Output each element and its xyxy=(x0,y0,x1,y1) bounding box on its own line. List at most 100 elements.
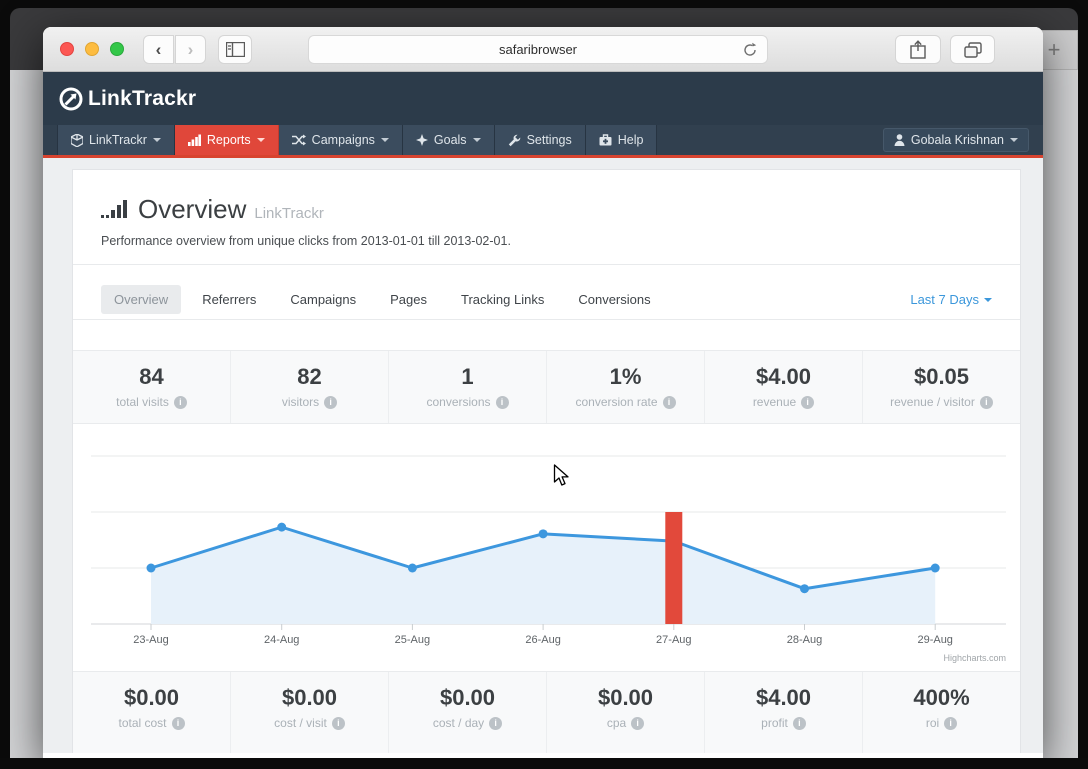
minimize-traffic-light[interactable] xyxy=(85,42,99,56)
address-bar[interactable]: safaribrowser xyxy=(308,35,768,64)
share-icon xyxy=(910,40,926,59)
chart-x-label: 23-Aug xyxy=(133,634,168,646)
info-icon[interactable]: i xyxy=(324,395,338,409)
stat-cell: 1 conversions i xyxy=(388,351,546,423)
stat-value: 1% xyxy=(609,364,642,389)
chevron-down-icon xyxy=(380,138,389,142)
address-bar-text: safaribrowser xyxy=(498,42,578,57)
close-traffic-light[interactable] xyxy=(60,42,74,56)
forward-button[interactable]: › xyxy=(175,35,206,64)
stat-value: 400% xyxy=(913,685,970,710)
linktrackr-logo-icon xyxy=(59,87,83,110)
tab-conversions[interactable]: Conversions xyxy=(578,292,651,307)
stat-cell: 1% conversion rate i xyxy=(546,351,704,423)
info-icon[interactable]: i xyxy=(631,716,645,730)
chart-annotation-bar xyxy=(665,512,683,624)
stat-label: revenue i xyxy=(705,395,862,409)
info-icon[interactable]: i xyxy=(979,395,993,409)
stat-label: roi i xyxy=(863,716,1020,730)
page-title-brand: LinkTrackr xyxy=(254,205,324,222)
tabs-icon xyxy=(963,41,982,58)
plus-icon: + xyxy=(1047,37,1061,62)
chart-canvas: 23-Aug 24-Aug 25-Aug 26-Aug 27-Aug 28-Aug 29-A… xyxy=(91,455,1006,646)
nav-label: Help xyxy=(617,133,644,147)
stat-cell: 84 total visits i xyxy=(73,351,230,423)
info-icon[interactable]: i xyxy=(171,716,185,730)
info-icon[interactable]: i xyxy=(495,395,509,409)
medkit-icon xyxy=(599,134,612,146)
user-menu[interactable]: Gobala Krishnan xyxy=(882,128,1029,152)
chart-marker[interactable] xyxy=(538,529,548,539)
info-icon[interactable]: i xyxy=(801,395,815,409)
stat-cell: $0.00 cost / day i xyxy=(388,672,546,753)
stat-label: profit i xyxy=(705,716,862,730)
info-icon[interactable]: i xyxy=(489,716,503,730)
chart-marker[interactable] xyxy=(800,584,809,594)
sidebar-button[interactable] xyxy=(218,35,252,64)
tab-overview-button[interactable] xyxy=(950,35,995,64)
overview-card: Overview LinkTrackr Performance overview… xyxy=(72,169,1021,753)
tab-tracking-links[interactable]: Tracking Links xyxy=(461,292,545,307)
tab-campaigns[interactable]: Campaigns xyxy=(290,292,357,307)
info-icon[interactable]: i xyxy=(792,716,806,730)
nav-item-goals[interactable]: Goals xyxy=(402,125,495,155)
zoom-traffic-light[interactable] xyxy=(110,42,124,56)
stat-value: $0.00 xyxy=(597,685,654,710)
nav-item-campaigns[interactable]: Campaigns xyxy=(278,125,403,155)
bar-chart-icon xyxy=(187,134,201,146)
chart-marker[interactable] xyxy=(407,563,417,573)
stat-value: $4.00 xyxy=(755,685,812,710)
refresh-button[interactable] xyxy=(742,42,758,61)
main-navbar: LinkTrackr Reports Campaigns xyxy=(43,125,1043,158)
highcharts-credit[interactable]: Highcharts.com xyxy=(943,653,1006,663)
shuffle-icon xyxy=(291,134,306,146)
page-subtitle: Performance overview from unique clicks … xyxy=(101,234,511,248)
chevron-down-icon xyxy=(984,297,992,302)
stat-cell: $0.00 cost / visit i xyxy=(230,672,388,753)
chart-marker[interactable] xyxy=(930,563,940,573)
stat-label: total visits i xyxy=(73,395,230,409)
stat-value: 1 xyxy=(461,364,474,389)
nav-item-linktrackr[interactable]: LinkTrackr xyxy=(57,125,175,155)
sidebar-icon xyxy=(225,42,245,57)
stat-value: $0.00 xyxy=(281,685,338,710)
chart-x-label: 25-Aug xyxy=(395,634,430,646)
linktrackr-logo[interactable]: LinkTrackr xyxy=(58,86,196,112)
nav-label: Goals xyxy=(433,133,467,147)
mouse-cursor xyxy=(553,464,569,486)
goal-star-icon xyxy=(415,134,428,146)
nav-item-reports[interactable]: Reports xyxy=(174,125,279,155)
info-icon[interactable]: i xyxy=(331,716,345,730)
info-icon[interactable]: i xyxy=(944,716,958,730)
nav-item-settings[interactable]: Settings xyxy=(494,125,586,155)
app-header: LinkTrackr xyxy=(43,72,1043,125)
stat-cell: 82 visitors i xyxy=(230,351,388,423)
chart-x-label: 26-Aug xyxy=(525,634,560,646)
tab-pages[interactable]: Pages xyxy=(390,292,428,307)
chart-marker[interactable] xyxy=(146,563,156,573)
stat-cell: $0.00 cpa i xyxy=(546,672,704,753)
navbar-spacer xyxy=(657,125,882,155)
nav-label: Campaigns xyxy=(311,133,375,147)
nav-item-help[interactable]: Help xyxy=(585,125,658,155)
overview-bars-icon xyxy=(101,200,129,218)
safari-window: ‹ › safaribrowser xyxy=(43,27,1043,758)
date-range-dropdown[interactable]: Last 7 Days xyxy=(910,292,992,307)
share-button[interactable] xyxy=(895,35,941,64)
chevron-left-icon: ‹ xyxy=(155,39,162,59)
chart-marker[interactable] xyxy=(277,522,287,532)
stat-cell: $4.00 revenue i xyxy=(704,351,862,423)
chevron-down-icon xyxy=(1010,138,1018,142)
back-button[interactable]: ‹ xyxy=(143,35,174,64)
cube-icon xyxy=(71,133,83,147)
stat-label: total cost i xyxy=(73,716,230,730)
info-icon[interactable]: i xyxy=(662,395,676,409)
tab-overview[interactable]: Overview xyxy=(101,285,182,314)
stat-value: 82 xyxy=(297,364,322,389)
report-tabs: Overview Referrers Campaigns Pages Tracking … xyxy=(73,265,1020,320)
stat-value: $0.00 xyxy=(439,685,496,710)
chevron-right-icon: › xyxy=(187,39,194,59)
tab-referrers[interactable]: Referrers xyxy=(202,292,257,307)
info-icon[interactable]: i xyxy=(173,395,187,409)
